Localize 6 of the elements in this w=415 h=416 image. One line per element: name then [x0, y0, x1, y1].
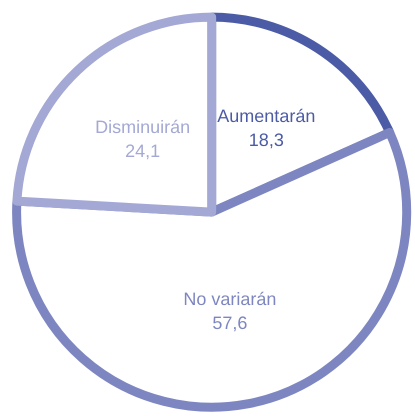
slice-label: Disminuirán [95, 117, 190, 138]
slice-label: No variarán [183, 289, 276, 310]
data-label: 18,3 [248, 130, 284, 150]
slice-label: Aumentarán [217, 106, 316, 126]
data-label: 24,1 [125, 141, 160, 162]
data-label: 57,6 [212, 313, 248, 334]
